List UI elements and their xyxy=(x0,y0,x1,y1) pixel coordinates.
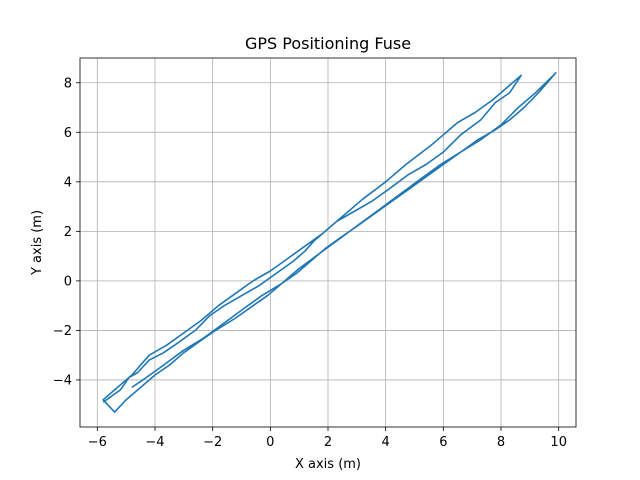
y-tick-label: 0 xyxy=(64,274,72,289)
x-tick-label: 6 xyxy=(439,435,447,450)
y-tick-label: −4 xyxy=(53,373,72,388)
x-tick-label: −4 xyxy=(145,435,164,450)
y-tick-label: 6 xyxy=(64,126,72,141)
chart-title: GPS Positioning Fuse xyxy=(245,34,411,53)
series-line xyxy=(102,72,557,413)
x-tick-label: −2 xyxy=(203,435,222,450)
y-tick-label: 2 xyxy=(64,225,72,240)
y-tick-label: 4 xyxy=(64,175,72,190)
x-axis-label: X axis (m) xyxy=(295,457,361,472)
x-tick-label: 2 xyxy=(324,435,332,450)
data-layer xyxy=(102,72,557,413)
y-tick-label: 8 xyxy=(64,76,72,91)
x-tick-label: −6 xyxy=(88,435,107,450)
grid-layer xyxy=(80,58,576,427)
y-axis-label: Y axis (m) xyxy=(30,210,45,276)
x-tick-label: 10 xyxy=(550,435,567,450)
tick-layer: −6 −4 −2 0 2 4 6 8 10 −4 −2 0 2 4 6 8 xyxy=(53,76,567,450)
x-tick-label: 4 xyxy=(382,435,390,450)
y-tick-label: −2 xyxy=(53,324,72,339)
x-tick-label: 8 xyxy=(497,435,505,450)
x-tick-label: 0 xyxy=(266,435,274,450)
